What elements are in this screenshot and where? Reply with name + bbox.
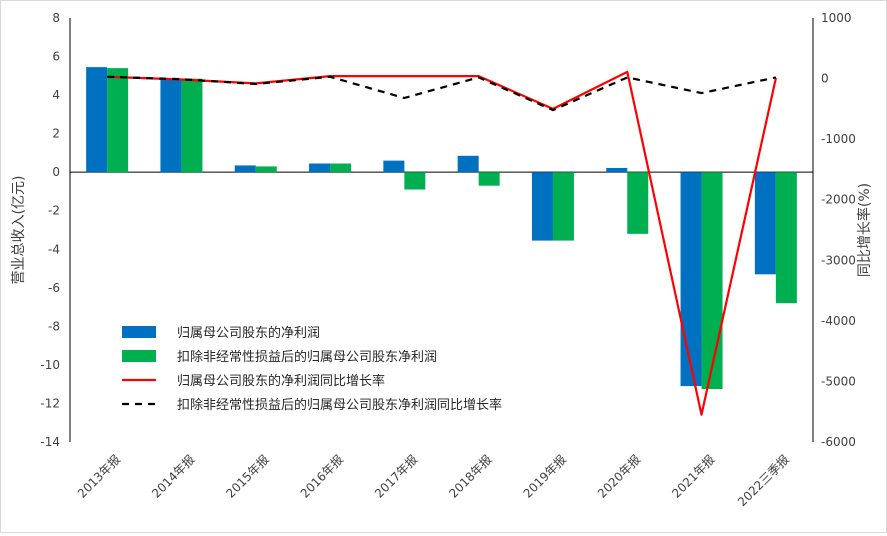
legend-swatch [122, 350, 156, 362]
y-left-tick-label: 2 [52, 127, 60, 141]
legend-label: 扣除非经常性损益后的归属母公司股东净利润 [177, 349, 437, 365]
y-left-tick-label: -8 [48, 319, 60, 333]
line-net-profit-growth [107, 70, 777, 416]
x-category-label: 2019年报 [520, 452, 569, 501]
bar-net-profit [309, 163, 331, 173]
bar-deducted-net-profit [478, 172, 500, 186]
bar-deducted-net-profit [775, 172, 797, 304]
bar-deducted-net-profit [701, 172, 723, 389]
y-left-tick-label: 8 [52, 11, 60, 25]
bar-net-profit [531, 172, 553, 241]
y-left-tick-label: -10 [40, 358, 60, 372]
bar-deducted-net-profit [330, 163, 352, 173]
y-left-tick-label: 0 [52, 165, 60, 179]
y-left-tick-label: -6 [48, 281, 60, 295]
bar-net-profit [86, 67, 108, 173]
bar-deducted-net-profit [552, 172, 574, 241]
bar-deducted-net-profit [627, 172, 649, 234]
bar-net-profit [606, 167, 628, 173]
y-left-tick-label: 4 [52, 88, 60, 102]
bar-net-profit [680, 172, 702, 387]
line-deducted-growth [107, 75, 777, 112]
y-left-tick-label: -12 [40, 396, 60, 410]
legend-label: 归属母公司股东的净利润 [177, 325, 320, 341]
y-right-tick-label: 0 [821, 72, 829, 86]
bar-net-profit [754, 172, 776, 275]
y-right-tick-label: -3000 [821, 253, 856, 267]
x-category-label: 2021年报 [668, 452, 717, 501]
legend-swatch [122, 326, 156, 338]
y-left-tick-label: -4 [48, 242, 60, 256]
y-right-tick-label: 1000 [821, 11, 852, 25]
y-axis-right-title: 同比增长率(%) [856, 183, 873, 277]
y-right-tick-label: -2000 [821, 193, 856, 207]
y-left-tick-label: -14 [40, 435, 60, 449]
lines-layer [107, 70, 777, 416]
bar-net-profit [234, 165, 256, 173]
bar-deducted-net-profit [107, 68, 129, 173]
bars-layer [86, 67, 797, 389]
legend-label: 归属母公司股东的净利润同比增长率 [177, 373, 385, 389]
x-category-label: 2020年报 [594, 452, 643, 501]
bar-deducted-net-profit [255, 166, 277, 173]
x-category-label: 2016年报 [297, 452, 346, 501]
bar-deducted-net-profit [404, 172, 426, 190]
y-axis-left-title: 营业总收入(亿元) [11, 176, 27, 285]
legend-label: 扣除非经常性损益后的归属母公司股东净利润同比增长率 [177, 397, 502, 413]
bar-net-profit [457, 155, 479, 173]
y-left-tick-label: 6 [52, 50, 60, 64]
y-left-tick-label: -2 [48, 204, 60, 218]
x-category-label: 2015年报 [223, 452, 272, 501]
x-category-label: 2018年报 [446, 452, 495, 501]
y-right-tick-label: -1000 [821, 132, 856, 146]
y-right-tick-label: -6000 [821, 435, 856, 449]
bar-net-profit [160, 78, 182, 173]
x-category-label: 2014年报 [148, 452, 197, 501]
bar-deducted-net-profit [181, 78, 203, 173]
y-right-tick-label: -5000 [821, 374, 856, 388]
x-category-label: 2013年报 [74, 452, 123, 501]
y-right-tick-label: -4000 [821, 314, 856, 328]
x-category-label: 2017年报 [371, 452, 420, 501]
bar-net-profit [383, 160, 405, 173]
legend: 归属母公司股东的净利润扣除非经常性损益后的归属母公司股东净利润归属母公司股东的净… [122, 325, 502, 413]
x-category-label: 2022三季报 [734, 452, 792, 510]
